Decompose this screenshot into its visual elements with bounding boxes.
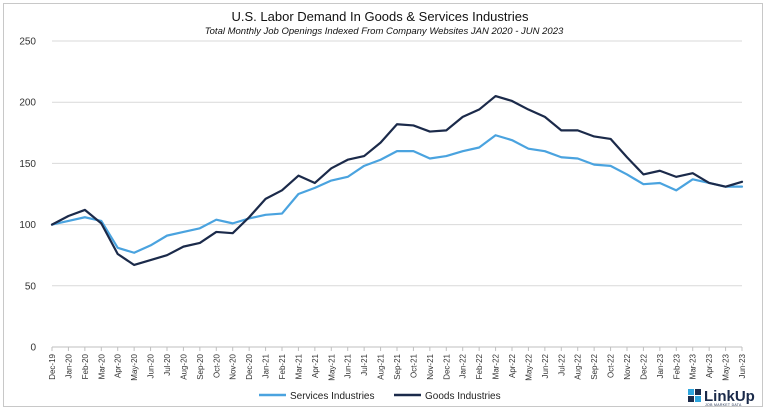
y-tick-label: 0 xyxy=(30,343,36,354)
logo-wordmark: LinkUp xyxy=(704,388,755,405)
x-tick-label: Feb-22 xyxy=(475,353,484,379)
x-tick-label: Dec-22 xyxy=(639,353,648,379)
y-tick-label: 200 xyxy=(19,98,36,109)
logo-mark-icon xyxy=(688,389,701,402)
x-tick-label: Nov-21 xyxy=(426,353,435,379)
x-tick-label: Jun-21 xyxy=(344,353,353,378)
x-tick-label: May-23 xyxy=(722,353,731,380)
x-tick-label: Apr-21 xyxy=(311,353,320,378)
x-tick-label: Feb-20 xyxy=(81,353,90,379)
x-tick-label: Jul-20 xyxy=(163,353,172,375)
x-tick-label: Feb-23 xyxy=(672,353,681,379)
x-tick-label: Aug-20 xyxy=(179,353,188,379)
chart-title: U.S. Labor Demand In Goods & Services In… xyxy=(232,9,529,24)
x-tick-label: Apr-20 xyxy=(114,353,123,378)
x-axis-ticks: Dec-19 Jan-20 Feb-20 Mar-20 Apr-20 May-20 Jun-… xyxy=(48,347,747,381)
x-tick-label: Mar-23 xyxy=(689,353,698,379)
x-tick-label: Nov-20 xyxy=(229,353,238,379)
x-tick-label: Jun-20 xyxy=(147,353,156,378)
x-tick-label: Aug-22 xyxy=(574,353,583,379)
x-tick-label: Jun-23 xyxy=(738,353,747,378)
x-tick-label: Dec-19 xyxy=(48,353,57,379)
x-tick-label: Sep-21 xyxy=(393,353,402,379)
series-line-goods xyxy=(50,94,744,267)
x-tick-label: Oct-20 xyxy=(212,353,221,378)
y-tick-label: 150 xyxy=(19,159,36,170)
x-tick-label: Jul-22 xyxy=(557,353,566,375)
x-tick-label: Mar-22 xyxy=(492,353,501,379)
x-tick-label: Dec-21 xyxy=(442,353,451,379)
x-tick-label: Oct-21 xyxy=(409,353,418,378)
x-tick-label: Jan-21 xyxy=(262,353,271,378)
x-tick-label: Jan-20 xyxy=(64,353,73,378)
x-tick-label: Apr-23 xyxy=(705,353,714,378)
legend-label-services: Services Industries xyxy=(290,391,374,402)
x-tick-label: Mar-21 xyxy=(294,353,303,379)
x-tick-label: Apr-22 xyxy=(508,353,517,378)
x-tick-label: Jan-23 xyxy=(656,353,665,378)
y-tick-label: 50 xyxy=(25,281,37,292)
x-tick-label: Dec-20 xyxy=(245,353,254,379)
x-tick-label: May-22 xyxy=(524,353,533,380)
x-tick-label: Aug-21 xyxy=(377,353,386,379)
y-tick-label: 100 xyxy=(19,220,36,231)
chart-frame xyxy=(3,3,763,407)
series-line-services xyxy=(50,134,744,254)
x-tick-label: May-20 xyxy=(130,353,139,380)
x-tick-label: Jul-21 xyxy=(360,353,369,375)
x-tick-label: Jan-22 xyxy=(459,353,468,378)
legend: Services Industries Goods Industries xyxy=(259,391,501,402)
gridlines xyxy=(52,40,742,287)
y-axis-ticks: 0 50 100 150 200 250 xyxy=(19,37,36,354)
x-tick-label: May-21 xyxy=(327,353,336,380)
x-tick-label: Sep-20 xyxy=(196,353,205,379)
x-tick-label: Sep-22 xyxy=(590,353,599,379)
legend-label-goods: Goods Industries xyxy=(425,391,501,402)
x-tick-label: Feb-21 xyxy=(278,353,287,379)
series-lines xyxy=(50,94,744,267)
x-tick-label: Jun-22 xyxy=(541,353,550,378)
y-tick-label: 250 xyxy=(19,37,36,48)
linkup-logo: LinkUp JOB MARKET DATA xyxy=(688,388,755,407)
chart-subtitle: Total Monthly Job Openings Indexed From … xyxy=(205,26,564,37)
x-tick-label: Nov-22 xyxy=(623,353,632,379)
x-tick-label: Mar-20 xyxy=(97,353,106,379)
logo-tagline: JOB MARKET DATA xyxy=(705,403,742,407)
x-tick-label: Oct-22 xyxy=(607,353,616,378)
